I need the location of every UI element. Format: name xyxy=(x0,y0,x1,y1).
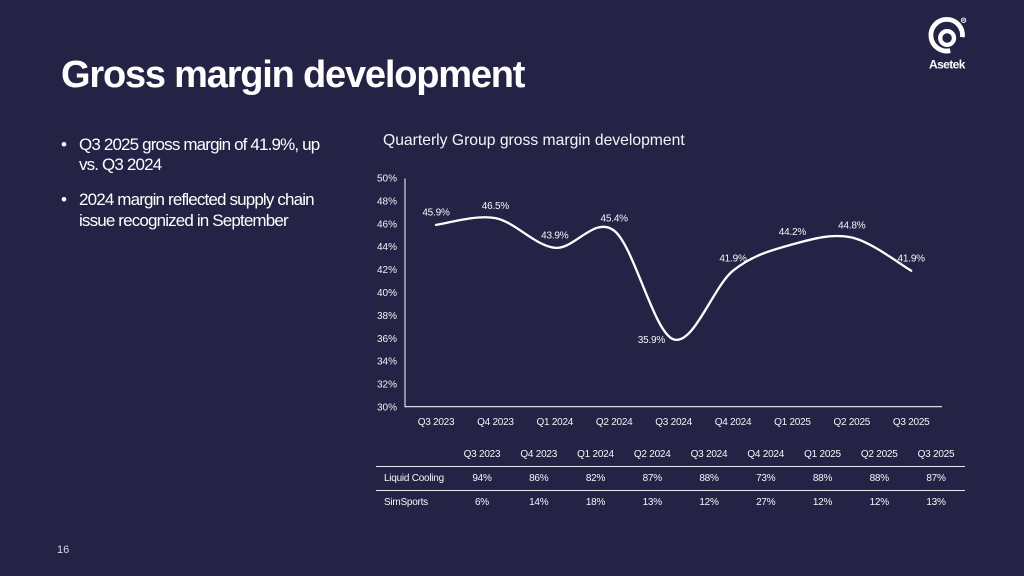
svg-text:45.4%: 45.4% xyxy=(601,214,629,225)
svg-text:Q2 2024: Q2 2024 xyxy=(596,417,633,428)
svg-text:30%: 30% xyxy=(377,403,397,414)
svg-text:36%: 36% xyxy=(377,334,397,345)
svg-text:50%: 50% xyxy=(377,174,397,185)
svg-text:Q1 2024: Q1 2024 xyxy=(536,417,573,428)
svg-text:41.9%: 41.9% xyxy=(719,254,747,265)
svg-text:Q3 2023: Q3 2023 xyxy=(418,417,455,428)
svg-text:Q3 2025: Q3 2025 xyxy=(893,417,930,428)
svg-text:45.9%: 45.9% xyxy=(422,208,450,219)
svg-text:35.9%: 35.9% xyxy=(638,335,666,346)
svg-text:Asetek: Asetek xyxy=(929,58,966,72)
svg-text:38%: 38% xyxy=(377,311,397,322)
svg-text:44%: 44% xyxy=(377,242,397,253)
svg-text:Q3 2024: Q3 2024 xyxy=(655,417,692,428)
svg-text:34%: 34% xyxy=(377,357,397,368)
svg-text:Q2 2025: Q2 2025 xyxy=(833,417,870,428)
svg-text:43.9%: 43.9% xyxy=(541,231,569,242)
svg-text:Q1 2025: Q1 2025 xyxy=(774,417,811,428)
svg-text:48%: 48% xyxy=(377,196,397,207)
svg-text:46%: 46% xyxy=(377,219,397,230)
svg-text:44.8%: 44.8% xyxy=(838,220,866,231)
svg-text:32%: 32% xyxy=(377,380,397,391)
svg-text:R: R xyxy=(962,19,965,23)
svg-text:44.2%: 44.2% xyxy=(779,227,807,238)
svg-text:42%: 42% xyxy=(377,265,397,276)
svg-text:41.9%: 41.9% xyxy=(898,254,926,265)
svg-text:40%: 40% xyxy=(377,288,397,299)
svg-text:46.5%: 46.5% xyxy=(482,201,510,212)
svg-text:Q4 2024: Q4 2024 xyxy=(715,417,752,428)
svg-text:Q4 2023: Q4 2023 xyxy=(477,417,514,428)
